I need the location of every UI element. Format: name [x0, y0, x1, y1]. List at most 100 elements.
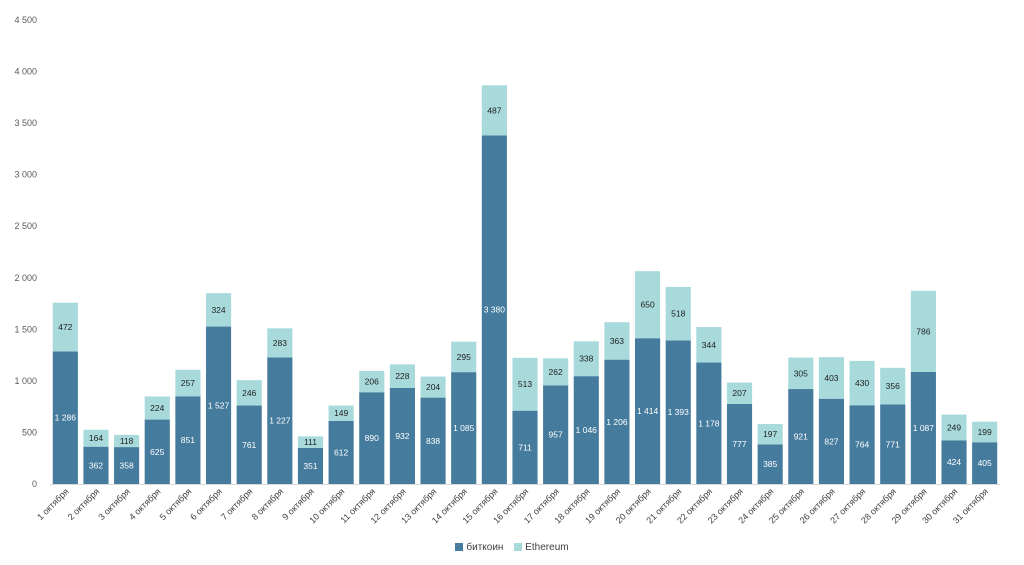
legend-swatch-ethereum: [514, 543, 523, 552]
data-label-ethereum: 262: [549, 367, 563, 377]
bar-ethereum: [175, 369, 201, 397]
bar-bitcoin: [788, 389, 814, 484]
bar-bitcoin: [941, 440, 967, 484]
bar-ethereum: [818, 357, 845, 399]
data-label-ethereum: 206: [365, 377, 379, 387]
data-label-bitcoin: 424: [947, 457, 961, 467]
data-label-ethereum: 228: [395, 371, 409, 381]
y-tick-label: 0: [32, 479, 37, 489]
data-label-bitcoin: 711: [518, 442, 532, 452]
data-label-ethereum: 403: [824, 373, 838, 383]
data-label-bitcoin: 771: [886, 439, 900, 449]
data-label-ethereum: 249: [947, 422, 961, 432]
data-label-ethereum: 344: [702, 340, 716, 350]
x-tick-label: 6 октября: [188, 486, 224, 522]
data-label-ethereum: 111: [304, 437, 317, 447]
data-label-bitcoin: 358: [120, 461, 134, 471]
bar-bitcoin: [267, 357, 293, 484]
data-label-ethereum: 164: [89, 433, 103, 443]
bar-bitcoin: [604, 359, 630, 484]
data-label-ethereum: 207: [732, 388, 746, 398]
data-label-ethereum: 204: [426, 382, 440, 392]
data-label-ethereum: 283: [273, 338, 287, 348]
data-label-ethereum: 118: [120, 436, 134, 446]
y-tick-label: 3 000: [14, 170, 37, 180]
data-label-bitcoin: 362: [89, 460, 103, 470]
bar-bitcoin: [359, 392, 385, 484]
data-label-bitcoin: 1 087: [913, 423, 935, 433]
data-label-bitcoin: 612: [334, 447, 348, 457]
data-label-bitcoin: 957: [549, 430, 563, 440]
data-label-bitcoin: 932: [395, 431, 409, 441]
x-tick-label: 1 октября: [35, 486, 71, 522]
data-label-ethereum: 356: [886, 381, 900, 391]
bar-ethereum: [665, 286, 691, 341]
data-label-bitcoin: 1 227: [269, 416, 291, 426]
data-label-ethereum: 338: [579, 354, 593, 364]
data-label-ethereum: 305: [794, 368, 808, 378]
x-tick-label: 7 октября: [219, 486, 255, 522]
data-label-ethereum: 430: [855, 378, 869, 388]
data-label-ethereum: 257: [181, 378, 195, 388]
data-label-ethereum: 324: [211, 305, 225, 315]
legend-label-bitcoin: биткоин: [466, 542, 504, 553]
data-label-bitcoin: 625: [150, 447, 164, 457]
y-axis: 0 500 1 000 1 500 2 000 2 500 3 000 3 500 4 000 4…: [14, 15, 37, 489]
bar-bitcoin: [665, 340, 691, 484]
data-label-bitcoin: 3 380: [484, 305, 506, 315]
x-tick-label: 2 октября: [66, 486, 102, 522]
x-tick-label: 4 октября: [127, 486, 163, 522]
y-tick-label: 2 500: [14, 221, 37, 231]
data-label-bitcoin: 1 085: [453, 423, 475, 433]
bar-bitcoin: [420, 397, 446, 484]
bar-bitcoin: [635, 338, 661, 484]
bar-ethereum: [880, 367, 906, 405]
x-tick-label: 5 октября: [158, 486, 194, 522]
data-label-bitcoin: 761: [242, 440, 256, 450]
data-label-bitcoin: 385: [763, 459, 777, 469]
x-tick-label: 3 октября: [96, 486, 132, 522]
bar-ethereum: [512, 357, 538, 411]
data-label-ethereum: 224: [150, 403, 164, 413]
bar-ethereum: [910, 290, 936, 372]
data-label-ethereum: 295: [457, 352, 471, 362]
y-tick-label: 1 500: [14, 324, 37, 334]
bar-bitcoin: [726, 403, 753, 484]
bar-ethereum: [481, 85, 507, 136]
bar-bitcoin: [451, 372, 477, 484]
data-label-bitcoin: 921: [794, 432, 808, 442]
data-label-bitcoin: 777: [732, 439, 746, 449]
data-label-bitcoin: 1 286: [55, 413, 77, 423]
bar-ethereum: [236, 380, 262, 406]
bar-ethereum: [635, 271, 661, 339]
bars: 1 286 472 362 164 358 118 625 224 851 257 1 527 324…: [52, 85, 998, 485]
bar-ethereum: [205, 293, 232, 327]
bar-ethereum: [543, 358, 569, 386]
bar-ethereum: [972, 421, 998, 443]
data-label-bitcoin: 1 178: [698, 418, 720, 428]
bar-bitcoin: [573, 376, 599, 484]
bar-bitcoin: [849, 405, 875, 484]
data-label-ethereum: 786: [916, 326, 930, 336]
legend-label-ethereum: Ethereum: [525, 542, 569, 553]
legend-item-bitcoin: биткоин: [455, 542, 503, 553]
y-tick-label: 1 000: [14, 376, 37, 386]
y-tick-label: 2 000: [14, 273, 37, 283]
bar-bitcoin: [52, 351, 78, 484]
bar-ethereum: [114, 434, 140, 448]
data-label-bitcoin: 838: [426, 436, 440, 446]
y-tick-label: 4 500: [14, 15, 37, 25]
bar-bitcoin: [818, 398, 845, 484]
data-label-ethereum: 363: [610, 336, 624, 346]
bar-bitcoin: [297, 447, 324, 484]
data-label-bitcoin: 1 206: [606, 417, 628, 427]
data-label-ethereum: 513: [518, 379, 532, 389]
bar-ethereum: [297, 436, 324, 448]
legend-item-ethereum: Ethereum: [514, 542, 569, 553]
bar-bitcoin: [236, 405, 262, 484]
legend: биткоин Ethereum: [0, 542, 1024, 553]
data-label-bitcoin: 764: [855, 440, 869, 450]
bar-ethereum: [573, 341, 599, 377]
bar-ethereum: [604, 322, 630, 360]
